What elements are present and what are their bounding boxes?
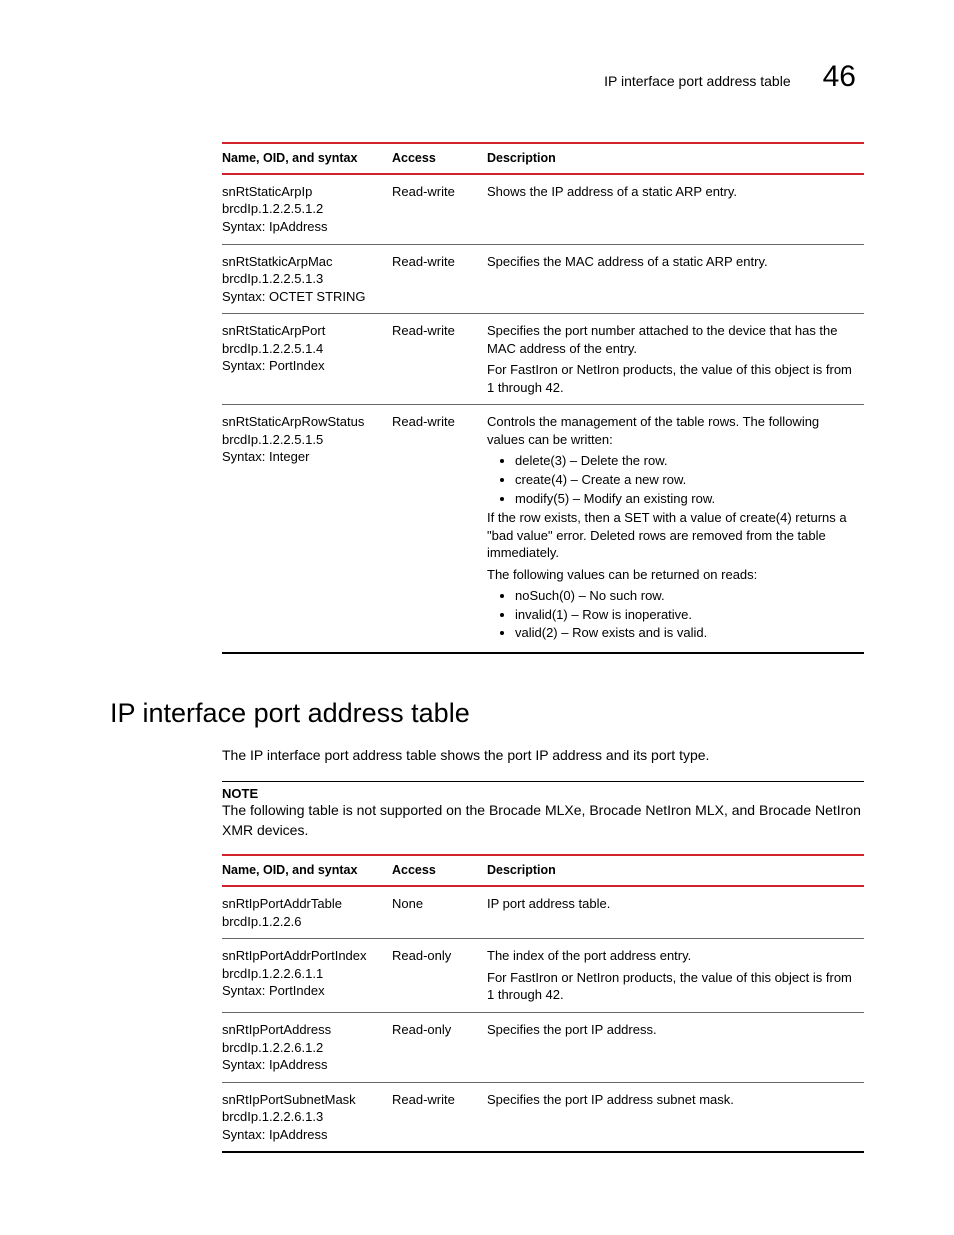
name-line: Syntax: PortIndex — [222, 357, 382, 375]
table-header-row: Name, OID, and syntax Access Description — [222, 855, 864, 886]
name-line: Syntax: IpAddress — [222, 218, 382, 236]
cell-description: Specifies the port IP address. — [487, 1013, 864, 1083]
cell-access: Read-only — [392, 939, 487, 1013]
cell-access: Read-write — [392, 405, 487, 653]
cell-access: Read-write — [392, 1082, 487, 1152]
name-line: brcdIp.1.2.2.6 — [222, 913, 382, 931]
name-line: Syntax: OCTET STRING — [222, 288, 382, 306]
table-row: snRtStaticArpPortbrcdIp.1.2.2.5.1.4Synta… — [222, 314, 864, 405]
arp-mib-table: Name, OID, and syntax Access Description… — [222, 142, 864, 654]
table-row: snRtStatkicArpMacbrcdIp.1.2.2.5.1.3Synta… — [222, 244, 864, 314]
list-item: valid(2) – Row exists and is valid. — [515, 624, 854, 642]
name-line: snRtStaticArpIp — [222, 183, 382, 201]
running-title: IP interface port address table — [604, 73, 791, 89]
cell-description: Controls the management of the table row… — [487, 405, 864, 653]
description-paragraph: Specifies the port IP address. — [487, 1021, 854, 1039]
ipport-table-body: snRtIpPortAddrTablebrcdIp.1.2.2.6NoneIP … — [222, 886, 864, 1152]
name-line: brcdIp.1.2.2.5.1.5 — [222, 431, 382, 449]
cell-name: snRtStaticArpIpbrcdIp.1.2.2.5.1.2Syntax:… — [222, 174, 392, 244]
cell-access: Read-write — [392, 174, 487, 244]
name-line: snRtStaticArpPort — [222, 322, 382, 340]
table-row: snRtStaticArpRowStatusbrcdIp.1.2.2.5.1.5… — [222, 405, 864, 653]
note-label: NOTE — [222, 786, 864, 801]
cell-name: snRtStaticArpPortbrcdIp.1.2.2.5.1.4Synta… — [222, 314, 392, 405]
cell-description: The index of the port address entry. For … — [487, 939, 864, 1013]
description-paragraph: For FastIron or NetIron products, the va… — [487, 969, 854, 1004]
note-block: NOTE The following table is not supporte… — [222, 781, 864, 840]
cell-description: Shows the IP address of a static ARP ent… — [487, 174, 864, 244]
table-header-row: Name, OID, and syntax Access Description — [222, 143, 864, 174]
list-item: create(4) – Create a new row. — [515, 471, 854, 489]
name-line: Syntax: PortIndex — [222, 982, 382, 1000]
cell-name: snRtIpPortAddrTablebrcdIp.1.2.2.6 — [222, 886, 392, 939]
table-row: snRtIpPortAddrPortIndexbrcdIp.1.2.2.6.1.… — [222, 939, 864, 1013]
col-header-name: Name, OID, and syntax — [222, 855, 392, 886]
cell-description: Specifies the port number attached to th… — [487, 314, 864, 405]
list-item: modify(5) – Modify an existing row. — [515, 490, 854, 508]
table-row: snRtIpPortSubnetMaskbrcdIp.1.2.2.6.1.3Sy… — [222, 1082, 864, 1152]
cell-description: Specifies the port IP address subnet mas… — [487, 1082, 864, 1152]
description-paragraph: Specifies the port number attached to th… — [487, 322, 854, 357]
cell-name: snRtIpPortAddressbrcdIp.1.2.2.6.1.2Synta… — [222, 1013, 392, 1083]
col-header-access: Access — [392, 855, 487, 886]
table-row: snRtStaticArpIpbrcdIp.1.2.2.5.1.2Syntax:… — [222, 174, 864, 244]
name-line: brcdIp.1.2.2.5.1.2 — [222, 200, 382, 218]
col-header-access: Access — [392, 143, 487, 174]
description-paragraph: Shows the IP address of a static ARP ent… — [487, 183, 854, 201]
description-paragraph: The index of the port address entry. — [487, 947, 854, 965]
section-heading: IP interface port address table — [110, 698, 864, 729]
cell-access: None — [392, 886, 487, 939]
running-header: IP interface port address table 46 — [110, 60, 864, 94]
name-line: brcdIp.1.2.2.5.1.4 — [222, 340, 382, 358]
description-paragraph: IP port address table. — [487, 895, 854, 913]
cell-name: snRtStaticArpRowStatusbrcdIp.1.2.2.5.1.5… — [222, 405, 392, 653]
name-line: Syntax: IpAddress — [222, 1126, 382, 1144]
cell-access: Read-write — [392, 244, 487, 314]
name-line: snRtIpPortAddrPortIndex — [222, 947, 382, 965]
name-line: snRtStatkicArpMac — [222, 253, 382, 271]
name-line: Syntax: IpAddress — [222, 1056, 382, 1074]
description-paragraph: Specifies the MAC address of a static AR… — [487, 253, 854, 271]
cell-name: snRtIpPortAddrPortIndexbrcdIp.1.2.2.6.1.… — [222, 939, 392, 1013]
ipport-mib-table: Name, OID, and syntax Access Description… — [222, 854, 864, 1153]
arp-table-body: snRtStaticArpIpbrcdIp.1.2.2.5.1.2Syntax:… — [222, 174, 864, 653]
description-paragraph: Specifies the port IP address subnet mas… — [487, 1091, 854, 1109]
name-line: snRtStaticArpRowStatus — [222, 413, 382, 431]
list-item: invalid(1) – Row is inoperative. — [515, 606, 854, 624]
description-paragraph: For FastIron or NetIron products, the va… — [487, 361, 854, 396]
note-text: The following table is not supported on … — [222, 802, 861, 838]
name-line: snRtIpPortAddress — [222, 1021, 382, 1039]
list-item: delete(3) – Delete the row. — [515, 452, 854, 470]
name-line: brcdIp.1.2.2.6.1.3 — [222, 1108, 382, 1126]
cell-name: snRtIpPortSubnetMaskbrcdIp.1.2.2.6.1.3Sy… — [222, 1082, 392, 1152]
name-line: brcdIp.1.2.2.6.1.2 — [222, 1039, 382, 1057]
col-header-description: Description — [487, 143, 864, 174]
table-row: snRtIpPortAddrTablebrcdIp.1.2.2.6NoneIP … — [222, 886, 864, 939]
col-header-description: Description — [487, 855, 864, 886]
name-line: brcdIp.1.2.2.6.1.1 — [222, 965, 382, 983]
col-header-name: Name, OID, and syntax — [222, 143, 392, 174]
name-line: snRtIpPortSubnetMask — [222, 1091, 382, 1109]
name-line: Syntax: Integer — [222, 448, 382, 466]
cell-description: Specifies the MAC address of a static AR… — [487, 244, 864, 314]
name-line: snRtIpPortAddrTable — [222, 895, 382, 913]
name-line: brcdIp.1.2.2.5.1.3 — [222, 270, 382, 288]
section-intro: The IP interface port address table show… — [222, 745, 864, 765]
list-item: noSuch(0) – No such row. — [515, 587, 854, 605]
table-row: snRtIpPortAddressbrcdIp.1.2.2.6.1.2Synta… — [222, 1013, 864, 1083]
cell-description: IP port address table. — [487, 886, 864, 939]
cell-name: snRtStatkicArpMacbrcdIp.1.2.2.5.1.3Synta… — [222, 244, 392, 314]
cell-access: Read-only — [392, 1013, 487, 1083]
chapter-number: 46 — [823, 60, 856, 94]
cell-access: Read-write — [392, 314, 487, 405]
